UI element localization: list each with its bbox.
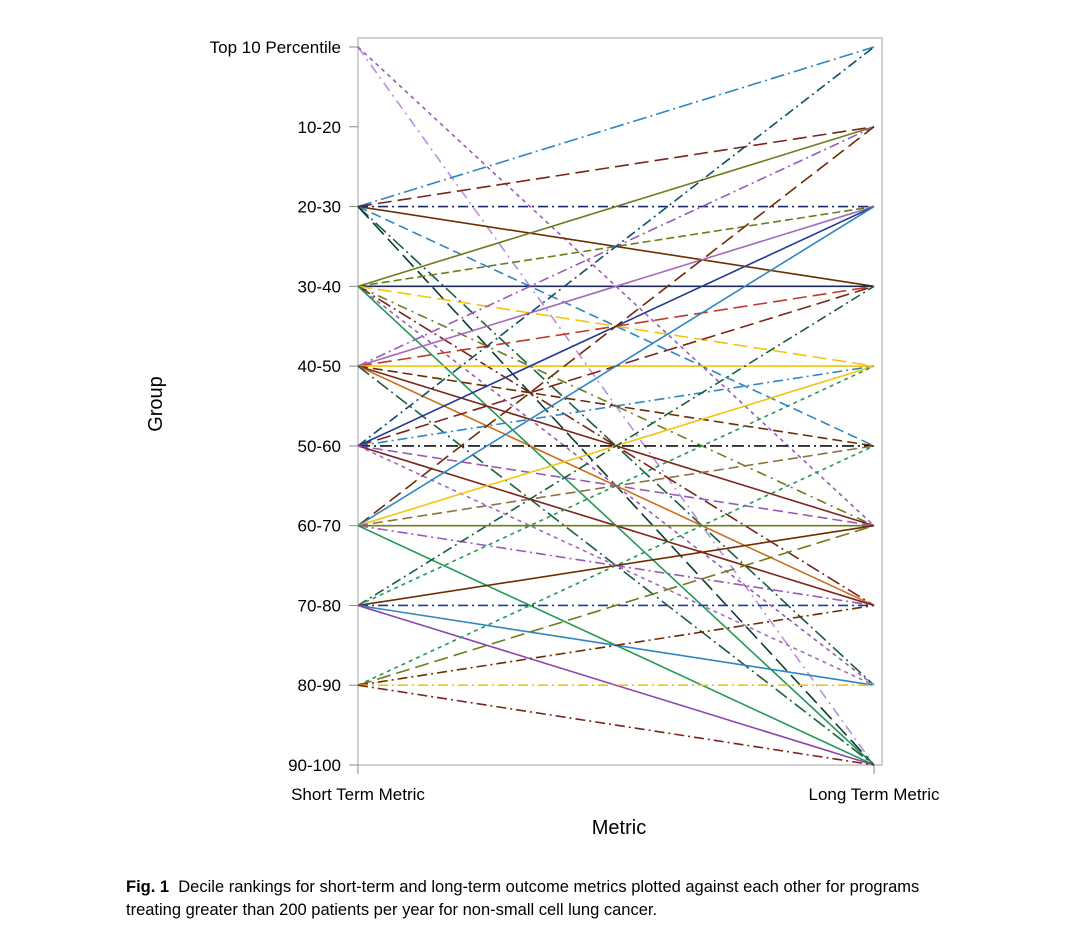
series-line-41 (357, 365, 875, 607)
y-axis: Top 10 Percentile 10-20 20-30 30-40 40-50 50-… (210, 38, 358, 775)
series-line-34 (357, 205, 875, 527)
y-tick-label: 10-20 (298, 118, 341, 137)
series-line-42 (357, 524, 875, 607)
series-line-25 (357, 46, 875, 447)
x-axis-title: Metric (592, 817, 646, 839)
series-line-48 (357, 604, 875, 687)
series-line-18 (357, 205, 875, 367)
series-line-32 (357, 445, 875, 686)
series-line-2 (357, 46, 875, 208)
series-line-33 (357, 126, 875, 527)
series-line-9 (357, 126, 875, 288)
series-line-28 (357, 365, 875, 447)
caption-text: Decile rankings for short-term and long-… (126, 878, 920, 919)
series-line-45 (357, 604, 875, 766)
series-line-10 (357, 205, 875, 288)
y-tick-label: 20-30 (298, 198, 341, 217)
figure-caption: Fig. 1 Decile rankings for short-term an… (126, 876, 946, 922)
y-tick-label: Top 10 Percentile (210, 38, 341, 57)
y-tick-label: 30-40 (298, 277, 341, 296)
series-line-50 (357, 684, 875, 766)
y-tick-label: 50-60 (298, 437, 341, 456)
plot-frame (357, 37, 883, 766)
y-axis-title: Group (145, 376, 167, 432)
y-tick-label: 70-80 (298, 596, 341, 615)
x-tick-label: Short Term Metric (291, 785, 425, 804)
y-tick-label: 80-90 (298, 676, 341, 695)
series-line-46 (357, 445, 875, 686)
chart: Top 10 Percentile 10-20 20-30 30-40 40-50 50-… (145, 37, 940, 839)
x-tick-label: Long Term Metric (808, 785, 940, 804)
series-line-3 (357, 125, 875, 208)
y-tick-label: 40-50 (298, 357, 341, 376)
caption-fig-label: Fig. 1 (126, 878, 170, 896)
y-tick-label: 60-70 (298, 517, 341, 536)
series-layer (357, 46, 875, 766)
series-line-47 (357, 524, 875, 686)
series-line-36 (357, 445, 875, 527)
y-tick-label: 90-100 (288, 756, 341, 775)
x-axis: Short Term Metric Long Term Metric (291, 765, 940, 804)
series-line-40 (357, 285, 875, 607)
